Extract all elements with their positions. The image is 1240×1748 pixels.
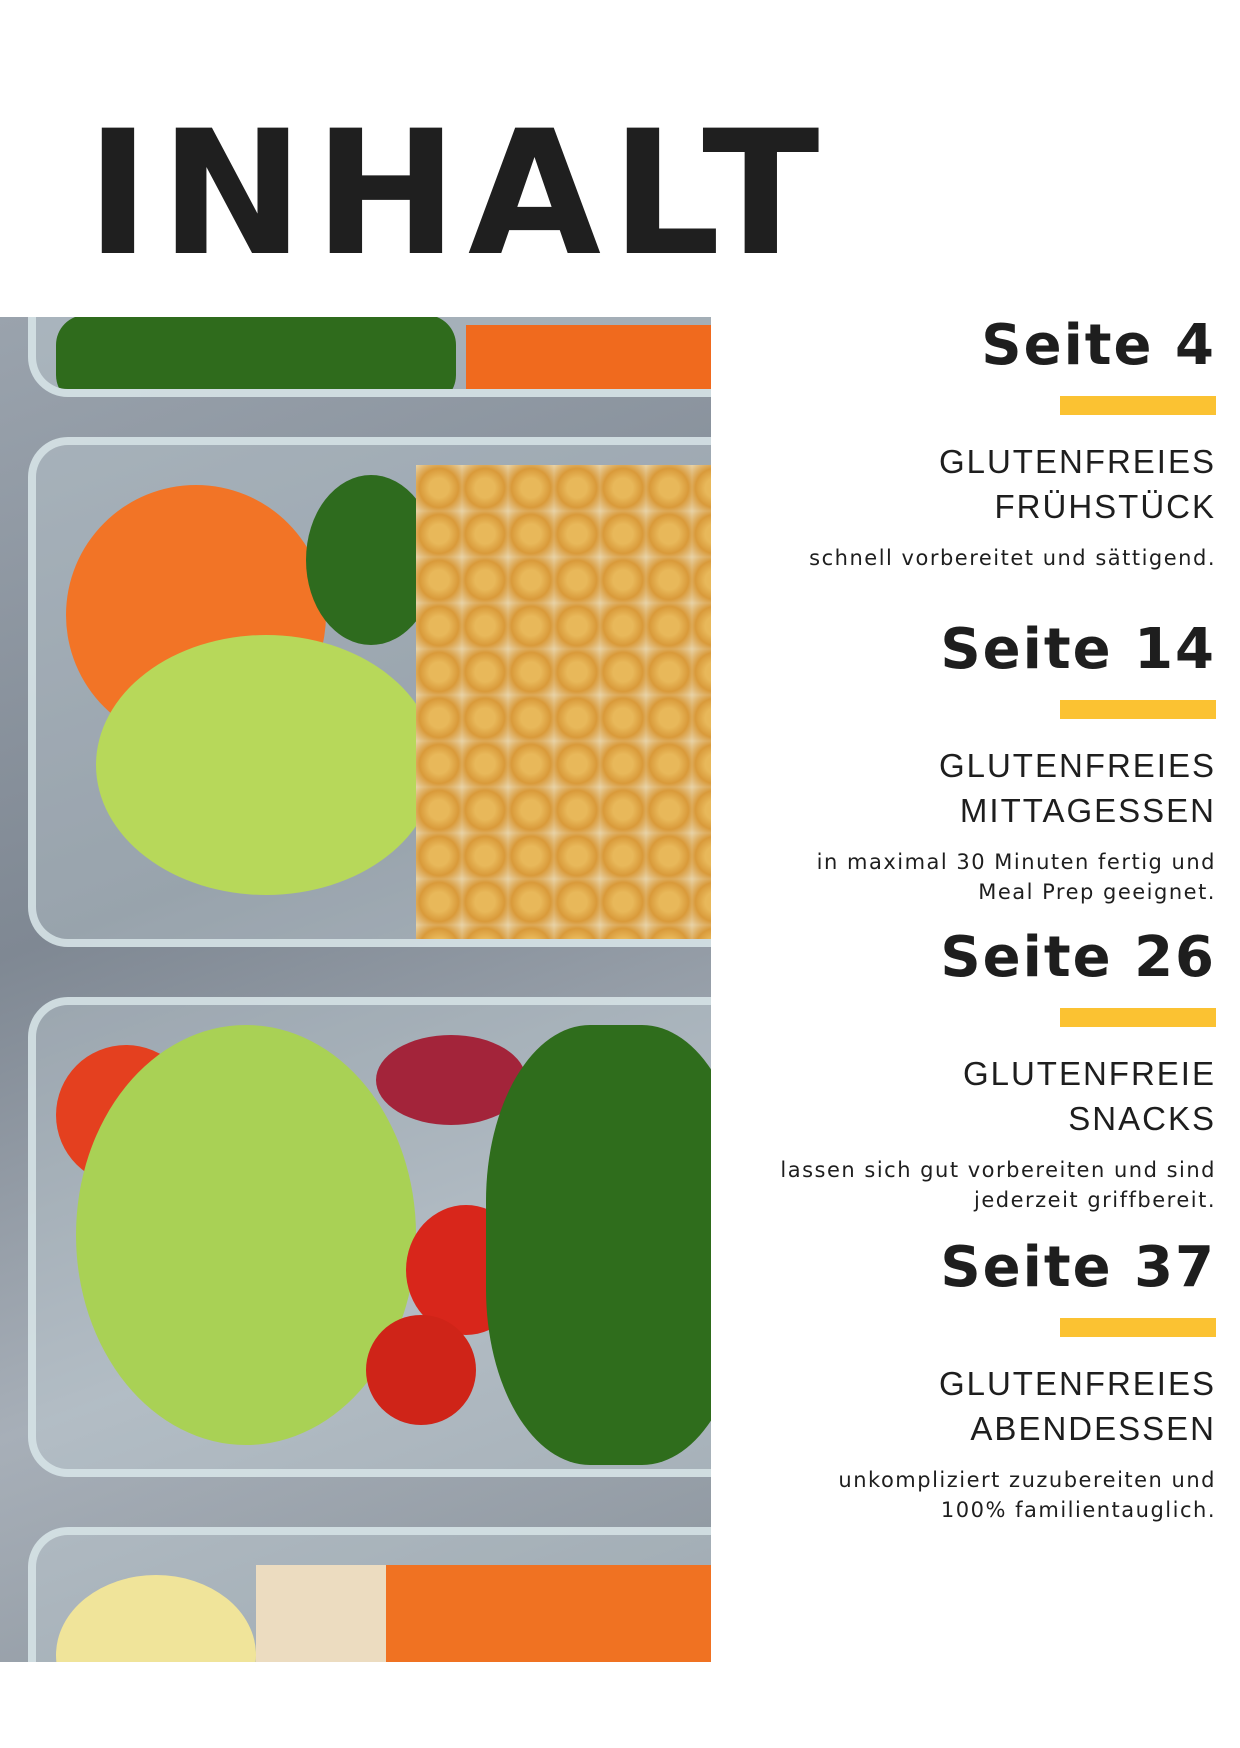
meal-prep-photo (0, 317, 711, 1662)
section-description: unkompliziert zuzubereiten und 100% famil… (696, 1465, 1216, 1525)
desc-line: in maximal 30 Minuten fertig und (816, 850, 1216, 874)
page-number: Seite 4 (981, 313, 1216, 378)
desc-line: Meal Prep geeignet. (978, 880, 1216, 904)
page-number: Seite 37 (940, 1235, 1216, 1300)
toc-entry[interactable]: Seite 4 GLUTENFREIES FRÜHSTÜCK schnell v… (696, 318, 1216, 573)
container-avocado (28, 997, 711, 1477)
section-heading: MITTAGESSEN (959, 792, 1216, 829)
section-description: in maximal 30 Minuten fertig und Meal Pre… (696, 847, 1216, 907)
section-heading: GLUTENFREIE (962, 1055, 1216, 1092)
section-description: lassen sich gut vorbereiten und sind jede… (696, 1155, 1216, 1215)
section-description: schnell vorbereitet und sättigend. (809, 546, 1216, 570)
accent-bar (1060, 396, 1216, 415)
accent-bar (1060, 700, 1216, 719)
section-heading: GLUTENFREIES (938, 747, 1216, 784)
desc-line: jederzeit griffbereit. (974, 1188, 1216, 1212)
toc-entry[interactable]: Seite 14 GLUTENFREIES MITTAGESSEN in max… (696, 622, 1216, 907)
accent-bar (1060, 1008, 1216, 1027)
page-title: INHALT (86, 93, 830, 294)
desc-line: unkompliziert zuzubereiten und (838, 1468, 1216, 1492)
accent-bar (1060, 1318, 1216, 1337)
container-chickpeas (28, 437, 711, 947)
section-heading: GLUTENFREIES (938, 1365, 1216, 1402)
section-heading: FRÜHSTÜCK (994, 488, 1216, 525)
section-heading: ABENDESSEN (970, 1410, 1216, 1447)
section-heading: GLUTENFREIES (938, 443, 1216, 480)
section-heading: SNACKS (1068, 1100, 1216, 1137)
page-number: Seite 26 (940, 925, 1216, 990)
desc-line: 100% familientauglich. (940, 1498, 1216, 1522)
desc-line: lassen sich gut vorbereiten und sind (780, 1158, 1216, 1182)
toc-entry[interactable]: Seite 26 GLUTENFREIE SNACKS lassen sich … (696, 930, 1216, 1215)
container-bottom (28, 1527, 711, 1662)
container-top (28, 317, 711, 397)
page-number: Seite 14 (940, 617, 1216, 682)
toc-entry[interactable]: Seite 37 GLUTENFREIES ABENDESSEN unkompl… (696, 1240, 1216, 1525)
